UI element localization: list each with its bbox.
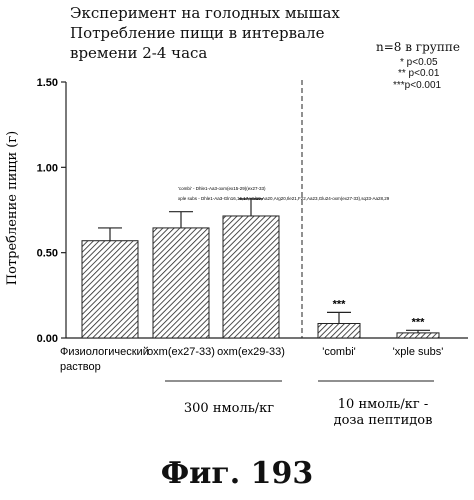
significance-mark: ***: [333, 298, 347, 310]
y-axis-label: Потребление пищи (г): [5, 131, 20, 285]
annotation-line2: xple subs - Dhle1-Aa3-Gln16,16,17,Val19,…: [178, 196, 390, 201]
group2-label-line1: 10 нмоль/кг -: [338, 397, 428, 412]
bar: [153, 228, 209, 338]
category-label: oxm(ex27-33): [147, 346, 215, 358]
group2-label-line2: доза пептидов: [334, 413, 433, 428]
bar: [223, 216, 279, 338]
category-label: раствор: [60, 361, 101, 373]
y-tick-label: 0.50: [37, 248, 58, 260]
group1-label: 300 нмоль/кг: [184, 401, 274, 416]
bar: [397, 333, 439, 338]
category-label: 'combi': [322, 346, 356, 358]
category-label: 'xple subs': [393, 346, 444, 358]
category-label: Физиологический: [60, 346, 149, 358]
significance-mark: ***: [412, 316, 426, 328]
figure-label: Фиг. 193: [0, 456, 474, 491]
y-tick-label: 0.00: [37, 333, 58, 345]
bar: [318, 323, 360, 338]
category-label: oxm(ex29-33): [217, 346, 285, 358]
annotation-line1: 'combi' - Dhle1-Aa3-oxm(ex15-29)(ex27-33…: [178, 186, 266, 191]
y-tick-label: 1.00: [37, 162, 58, 174]
bar: [82, 241, 138, 338]
y-tick-label: 1.50: [37, 77, 58, 89]
